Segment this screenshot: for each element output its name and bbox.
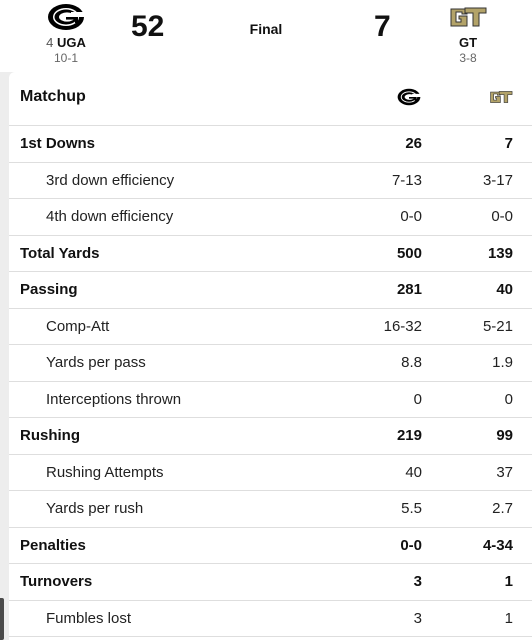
stat-row: Passing 281 40 xyxy=(9,272,532,309)
home-stat-value: 0-0 xyxy=(400,208,422,225)
georgia-g-logo-icon xyxy=(394,86,424,108)
stat-label: Total Yards xyxy=(20,244,100,262)
stat-row: Comp-Att 16-32 5-21 xyxy=(9,309,532,345)
away-stat-value: 3-17 xyxy=(482,171,513,189)
home-score: 52 xyxy=(131,10,165,43)
stat-label: Fumbles lost xyxy=(46,609,132,627)
stat-label: Interceptions thrown xyxy=(46,390,182,408)
home-stat-value: 26 xyxy=(405,135,422,152)
stat-label: Yards per pass xyxy=(46,354,146,371)
scroll-edge-indicator xyxy=(0,598,4,640)
team-record: 3-8 xyxy=(459,51,477,65)
home-stat-value: 40 xyxy=(405,463,422,481)
away-team[interactable]: GT 3-8 xyxy=(428,0,508,65)
team-record: 10-1 xyxy=(53,51,79,65)
team-rank: 4 xyxy=(46,35,54,50)
stat-label: Rushing xyxy=(20,427,80,444)
matchup-card: Matchup 1st Downs 26 7 3rd down efficiency 7… xyxy=(9,72,532,640)
stat-label: 1st Downs xyxy=(20,135,96,152)
away-stat-value: 99 xyxy=(496,427,513,444)
away-score: 7 xyxy=(374,10,391,43)
home-team[interactable]: 4 UGA 10-1 xyxy=(26,0,106,65)
stat-row: Rushing 219 99 xyxy=(9,418,532,455)
stat-row: Penalties 0-0 4-34 xyxy=(9,528,532,564)
home-stat-value: 16-32 xyxy=(383,317,422,335)
team-abbreviation: GT xyxy=(458,35,478,50)
home-stat-value: 219 xyxy=(396,427,422,444)
stat-row: 4th down efficiency 0-0 0-0 xyxy=(9,199,532,236)
stat-row: Interceptions thrown 0 0 xyxy=(9,382,532,418)
home-stat-value: 0-0 xyxy=(400,536,422,554)
stat-label: Penalties xyxy=(20,536,86,554)
stat-row: Yards per pass 8.8 1.9 xyxy=(9,345,532,382)
stat-label: Comp-Att xyxy=(46,317,110,335)
stat-row: Fumbles lost 3 1 xyxy=(9,601,532,637)
away-stat-value: 139 xyxy=(487,244,513,262)
stat-label: Turnovers xyxy=(20,573,93,590)
stat-label: 3rd down efficiency xyxy=(46,171,175,189)
stat-row: Rushing Attempts 40 37 xyxy=(9,455,532,491)
away-stat-value: 7 xyxy=(504,135,513,152)
home-stat-value: 5.5 xyxy=(401,500,422,517)
stat-row: 3rd down efficiency 7-13 3-17 xyxy=(9,163,532,199)
away-stat-value: 37 xyxy=(496,463,513,481)
home-stat-value: 3 xyxy=(413,573,422,590)
team-abbreviation: UGA xyxy=(56,35,86,50)
georgia-g-logo-icon xyxy=(26,2,106,32)
home-stat-value: 8.8 xyxy=(401,354,422,371)
away-stat-value: 4-34 xyxy=(482,536,513,554)
away-stat-value: 0 xyxy=(504,390,513,408)
away-stat-value: 1 xyxy=(504,573,513,590)
stat-label: 4th down efficiency xyxy=(46,208,174,225)
home-stat-value: 0 xyxy=(413,390,422,408)
away-stat-value: 1.9 xyxy=(492,354,513,371)
stat-label: Passing xyxy=(20,281,78,298)
away-stat-value: 0-0 xyxy=(491,208,513,225)
away-stat-value: 40 xyxy=(496,281,513,298)
georgia-tech-gt-logo-icon xyxy=(486,86,516,108)
georgia-tech-gt-logo-icon xyxy=(428,2,508,32)
stat-label: Rushing Attempts xyxy=(46,463,164,481)
stat-row: 1st Downs 26 7 xyxy=(9,126,532,163)
home-stat-value: 7-13 xyxy=(391,171,422,189)
scoreboard: 4 UGA 10-1 52 Final 7 GT 3-8 xyxy=(0,0,532,72)
matchup-title: Matchup xyxy=(20,88,86,105)
away-stat-value: 2.7 xyxy=(492,500,513,517)
stat-row: Yards per rush 5.5 2.7 xyxy=(9,491,532,528)
home-stat-value: 281 xyxy=(396,281,422,298)
game-status-text: Final xyxy=(249,21,283,37)
matchup-header: Matchup xyxy=(9,72,532,126)
stat-row: Turnovers 3 1 xyxy=(9,564,532,601)
away-stat-value: 5-21 xyxy=(482,317,513,335)
game-status: Final xyxy=(0,21,532,37)
home-stat-value: 3 xyxy=(413,609,422,627)
stat-row: Total Yards 500 139 xyxy=(9,236,532,272)
home-stat-value: 500 xyxy=(396,244,422,262)
stat-label: Yards per rush xyxy=(46,500,144,517)
away-stat-value: 1 xyxy=(504,609,513,627)
